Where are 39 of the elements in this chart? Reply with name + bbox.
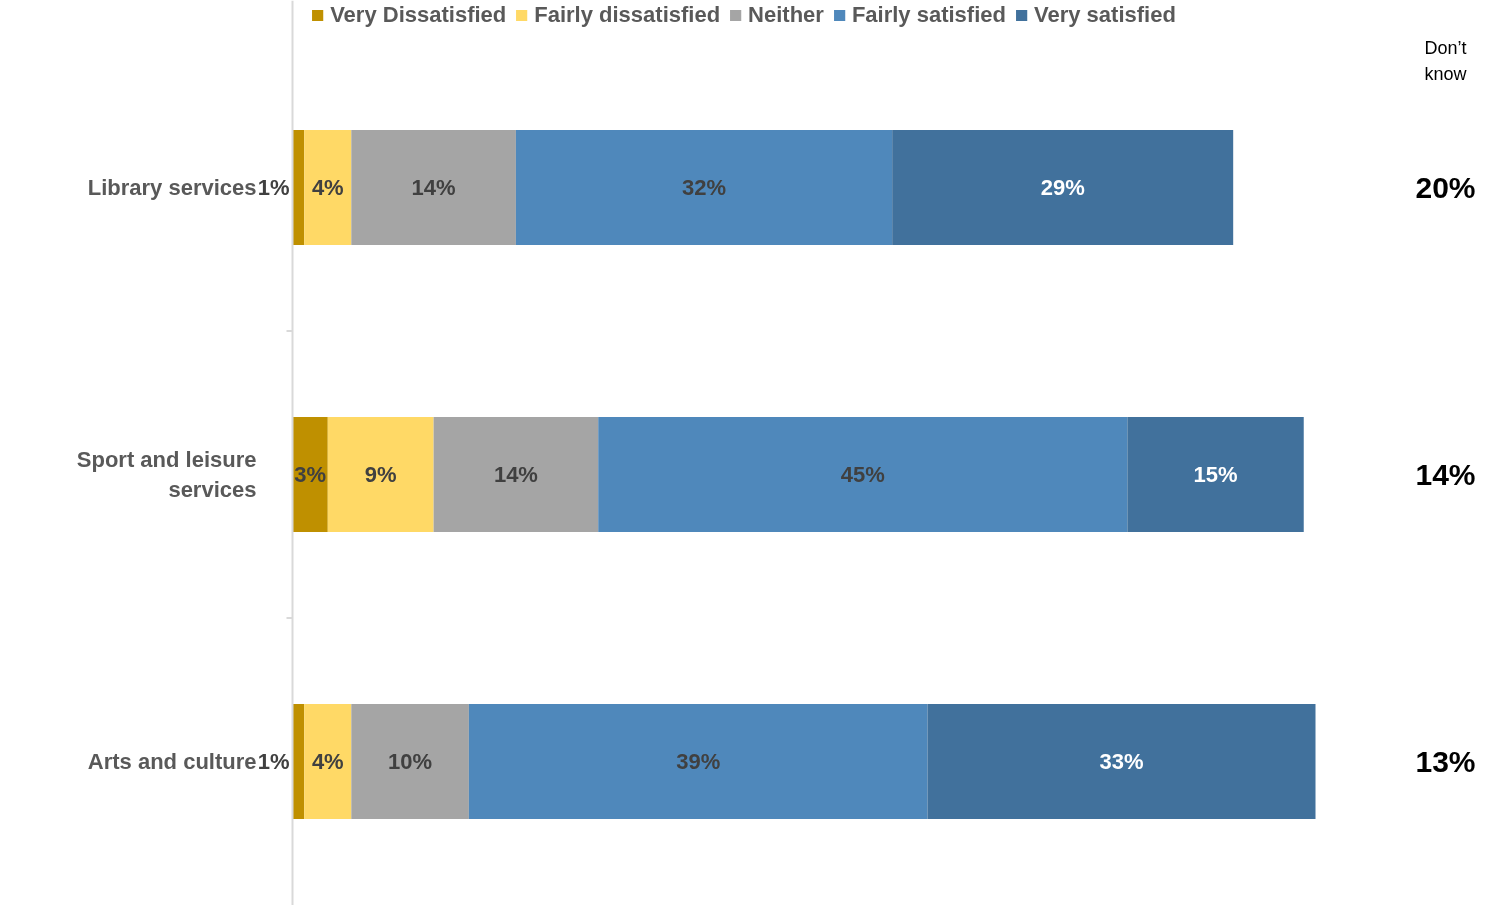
bar: [598, 417, 1128, 532]
y-tick-label: Sport and leisure services: [76, 447, 257, 502]
data-label: 10%: [388, 749, 433, 774]
text: Don’t know: [1424, 37, 1468, 84]
data-label: 9%: [364, 462, 397, 487]
y-tick-label: Arts and culture: [87, 749, 257, 774]
text: 13%: [1415, 745, 1476, 778]
legend-label: Very Dissatisfied: [330, 2, 507, 28]
data-label: 45%: [840, 462, 885, 487]
data-label: 15%: [1193, 462, 1238, 487]
data-label: 4%: [311, 175, 344, 200]
bar: [515, 130, 893, 245]
bar: [468, 704, 928, 819]
bar: [351, 130, 516, 245]
bar: [304, 704, 352, 819]
data-label: 3%: [294, 462, 327, 487]
bar: [327, 417, 434, 532]
data-label: 32%: [682, 175, 727, 200]
data-label: 1%: [257, 175, 290, 200]
data-label: 29%: [1040, 175, 1085, 200]
data-label: 4%: [311, 749, 344, 774]
bar: [433, 417, 599, 532]
data-label: 1%: [257, 749, 290, 774]
legend-label: Very satisfied: [1033, 2, 1176, 28]
y-tick-label: Library services: [87, 175, 257, 200]
bar: [304, 130, 352, 245]
bar: [1127, 417, 1304, 532]
legend-label: Fairly dissatisfied: [534, 2, 721, 28]
data-label: 33%: [1099, 749, 1144, 774]
bar: [892, 130, 1234, 245]
text: 14%: [1415, 458, 1476, 491]
legend-label: Neither: [748, 2, 824, 28]
data-label: 39%: [676, 749, 721, 774]
legend-label: Fairly satisfied: [851, 2, 1006, 28]
bar: [351, 704, 469, 819]
text: 20%: [1415, 171, 1476, 204]
data-label: 14%: [493, 462, 538, 487]
data-label: 14%: [411, 175, 456, 200]
bar: [927, 704, 1316, 819]
